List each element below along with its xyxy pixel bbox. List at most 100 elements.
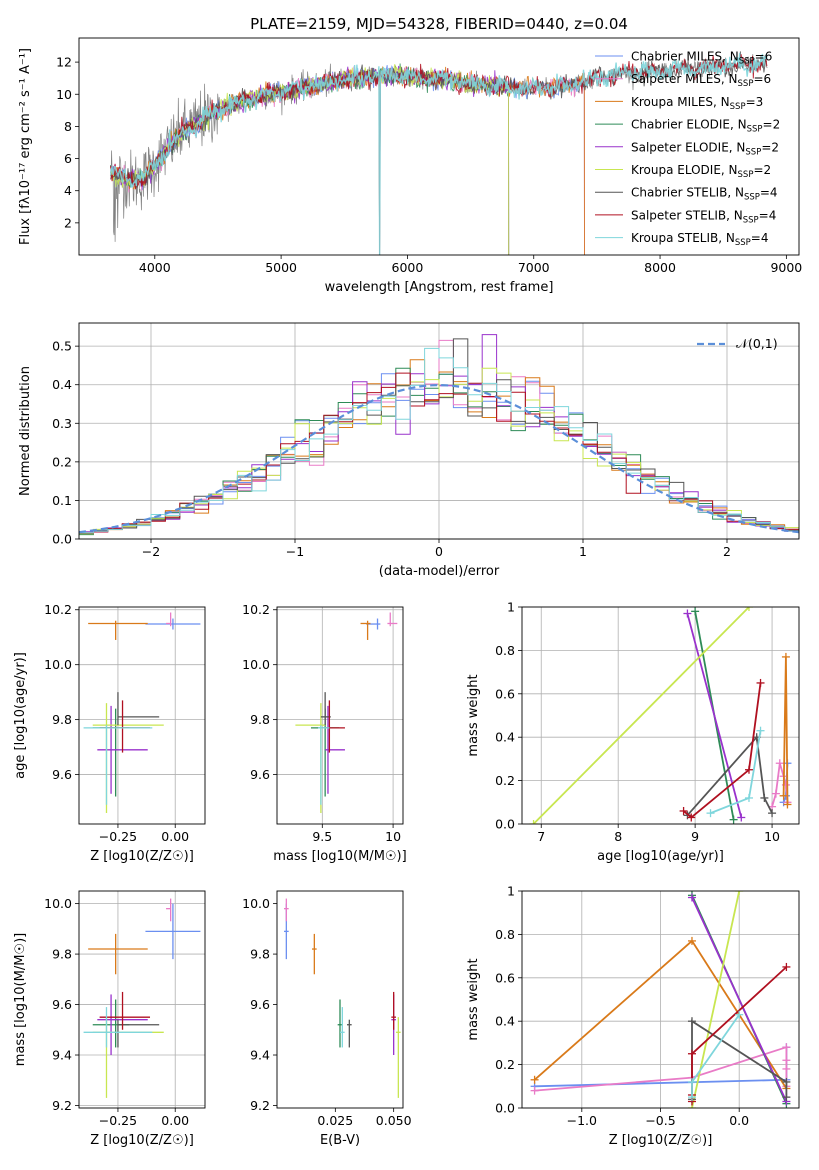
x-tick-label: −1 (286, 544, 304, 559)
weight-age-line-chabrier_stelib (686, 735, 773, 816)
x-tick-label: 0.00 (161, 829, 189, 844)
x-axis-label: (data-model)/error (379, 564, 500, 579)
spectrum-legend: Chabrier MILES, NSSP=6 Salpeter MILES, NS… (595, 50, 780, 248)
y-tick-label: 0.4 (52, 377, 72, 392)
x-tick-label: 8 (614, 829, 622, 844)
y-tick-label: 0.1 (52, 493, 72, 508)
x-axis-label: E(B-V) (320, 1133, 360, 1148)
x-tick-label: 7000 (518, 260, 550, 275)
y-tick-label: 9.4 (250, 1048, 270, 1063)
hist-kroupa_stelib (79, 347, 799, 539)
axes-frame (78, 890, 206, 1109)
y-tick-label: 0.0 (495, 1101, 515, 1116)
x-axis-label: Z [log10(Z/Z☉)] (90, 1133, 194, 1148)
y-tick-label: 9.8 (52, 947, 72, 962)
residuals-legend: 𝒩(0,1) (697, 336, 778, 351)
x-axis-label: wavelength [Angstrom, rest frame] (325, 280, 554, 295)
legend-label-chabrier_miles: Chabrier MILES, NSSP=6 (631, 50, 772, 67)
x-tick-label: −0.25 (99, 1113, 137, 1128)
x-tick-label: 6000 (392, 260, 424, 275)
y-tick-label: 1 (507, 884, 515, 899)
y-tick-label: 0.6 (495, 970, 515, 985)
y-tick-label: 0.4 (495, 1014, 515, 1029)
x-tick-label: −0.5 (645, 1113, 675, 1128)
axes-frame (521, 890, 800, 1109)
x-tick-label: 0 (435, 544, 443, 559)
y-tick-label: 10.2 (44, 602, 72, 617)
y-tick-label: 4 (64, 183, 72, 198)
panel-mass_vs_ebv: 0.025 0.050 9.2 9.4 9.6 9.8 10.0 E(B-V) (242, 890, 412, 1148)
x-tick-label: 9 (691, 829, 699, 844)
y-axis-label: mass weight (466, 674, 481, 756)
x-tick-label: −1.0 (567, 1113, 597, 1128)
x-tick-label: 0.050 (376, 1113, 412, 1128)
legend-label-salpeter_stelib: Salpeter STELIB, NSSP=4 (631, 208, 776, 225)
y-tick-label: 9.8 (250, 712, 270, 727)
y-tick-label: 0.6 (495, 686, 515, 701)
y-tick-label: 0.2 (52, 454, 72, 469)
spectrum-model-chabrier_miles (110, 64, 585, 255)
spectrum-model-kroupa_miles (110, 66, 585, 255)
y-tick-label: 9.8 (250, 947, 270, 962)
plot-area-weight_vs_Z (530, 891, 791, 1108)
y-tick-label: 9.2 (52, 1098, 72, 1113)
x-tick-label: −2 (142, 544, 160, 559)
y-tick-label: 0.4 (495, 730, 515, 745)
x-tick-label: 0.0 (729, 1113, 749, 1128)
x-tick-label: 4000 (139, 260, 171, 275)
axes-frame (78, 37, 800, 256)
y-tick-label: 1 (507, 600, 515, 615)
x-tick-label: 2 (723, 544, 731, 559)
x-tick-label: 5000 (265, 260, 297, 275)
y-tick-label: 0.2 (495, 1057, 515, 1072)
y-axis-label: Flux [fλ10⁻¹⁷ erg cm⁻² s⁻¹ A⁻¹] (18, 48, 33, 245)
x-tick-label: 8000 (644, 260, 676, 275)
legend-label-chabrier_stelib: Chabrier STELIB, NSSP=4 (631, 186, 778, 203)
legend-label-kroupa_stelib: Kroupa STELIB, NSSP=4 (631, 231, 769, 248)
legend-label-salpeter_miles: Salpeter MILES, NSSP=6 (631, 72, 771, 89)
spectrum-model-kroupa_stelib (109, 53, 768, 255)
x-tick-label: −0.25 (99, 829, 137, 844)
y-tick-label: 0.3 (52, 416, 72, 431)
y-axis-label: age [log10(age/yr)] (13, 652, 28, 779)
y-tick-label: 0.0 (52, 532, 72, 547)
axes-frame (521, 606, 800, 825)
legend-label-kroupa_miles: Kroupa MILES, NSSP=3 (631, 95, 763, 112)
x-axis-label: Z [log10(Z/Z☉)] (90, 849, 194, 864)
x-axis-label: age [log10(age/yr)] (597, 849, 724, 864)
y-tick-label: 0.8 (495, 643, 515, 658)
plot-area-age_vs_mass (295, 612, 398, 814)
x-tick-label: 10 (764, 829, 780, 844)
y-tick-label: 9.6 (250, 767, 270, 782)
legend-label-kroupa_elodie: Kroupa ELODIE, NSSP=2 (631, 163, 771, 180)
y-tick-label: 10.0 (44, 657, 72, 672)
y-tick-label: 2 (64, 215, 72, 230)
y-tick-label: 10.0 (242, 657, 270, 672)
x-tick-label: 1 (579, 544, 587, 559)
plot-area-weight_vs_age (529, 607, 792, 824)
panel-weight_vs_Z: −1.0 −0.5 0.0 0.0 0.2 0.4 0.6 0.8 1 Z [log10(Z/Z☉… (466, 884, 800, 1148)
y-tick-label: 9.6 (52, 767, 72, 782)
plot-area-mass_vs_ebv (284, 898, 401, 1098)
y-axis-label: mass [log10(M/M☉)] (13, 933, 28, 1066)
legend-label-salpeter_elodie: Salpeter ELODIE, NSSP=2 (631, 140, 779, 157)
spectrum-model-salpeter_miles (110, 66, 585, 255)
weight-age-line-salpeter_stelib (683, 682, 762, 819)
y-tick-label: 10 (56, 87, 72, 102)
axes-frame (276, 890, 404, 1109)
axes-frame (78, 606, 206, 825)
y-tick-label: 9.4 (52, 1048, 72, 1063)
y-tick-label: 10.0 (242, 896, 270, 911)
plot-area-age_vs_Z (83, 612, 201, 814)
y-tick-label: 10.0 (44, 896, 72, 911)
y-tick-label: 10.2 (242, 602, 270, 617)
x-tick-label: 0.025 (317, 1113, 353, 1128)
y-tick-label: 12 (56, 55, 72, 70)
legend-label-normal: 𝒩(0,1) (736, 336, 778, 351)
x-tick-label: 7 (537, 829, 545, 844)
x-tick-label: 0.00 (161, 1113, 189, 1128)
x-tick-label: 10 (385, 829, 401, 844)
plot-area-mass_vs_Z (83, 898, 201, 1098)
axes-frame (276, 606, 404, 825)
